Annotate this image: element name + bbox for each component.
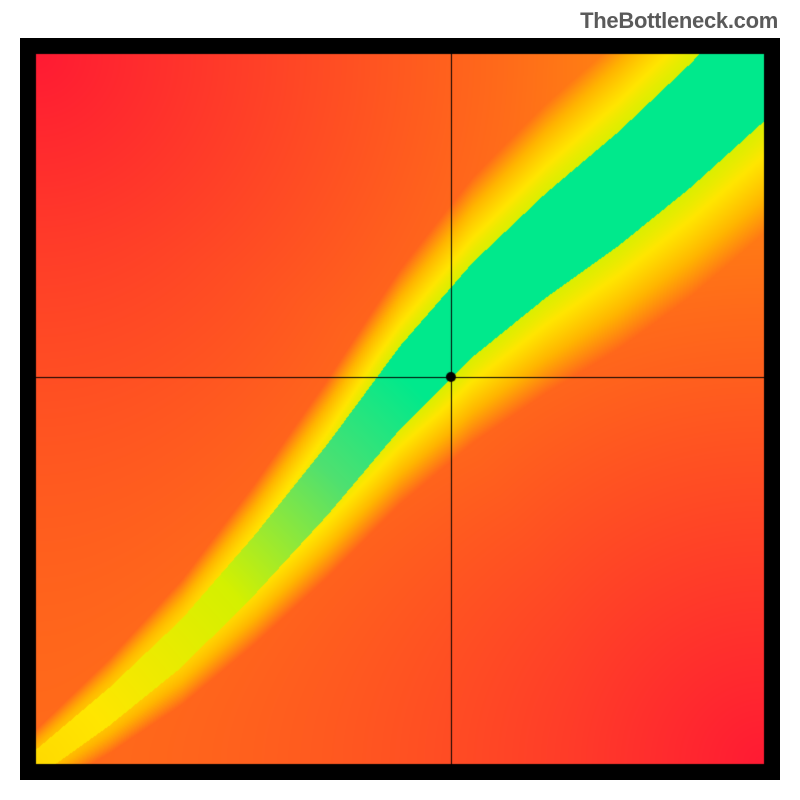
attribution-text: TheBottleneck.com	[580, 8, 778, 34]
heatmap-canvas	[20, 38, 780, 780]
bottleneck-heatmap	[20, 38, 780, 780]
